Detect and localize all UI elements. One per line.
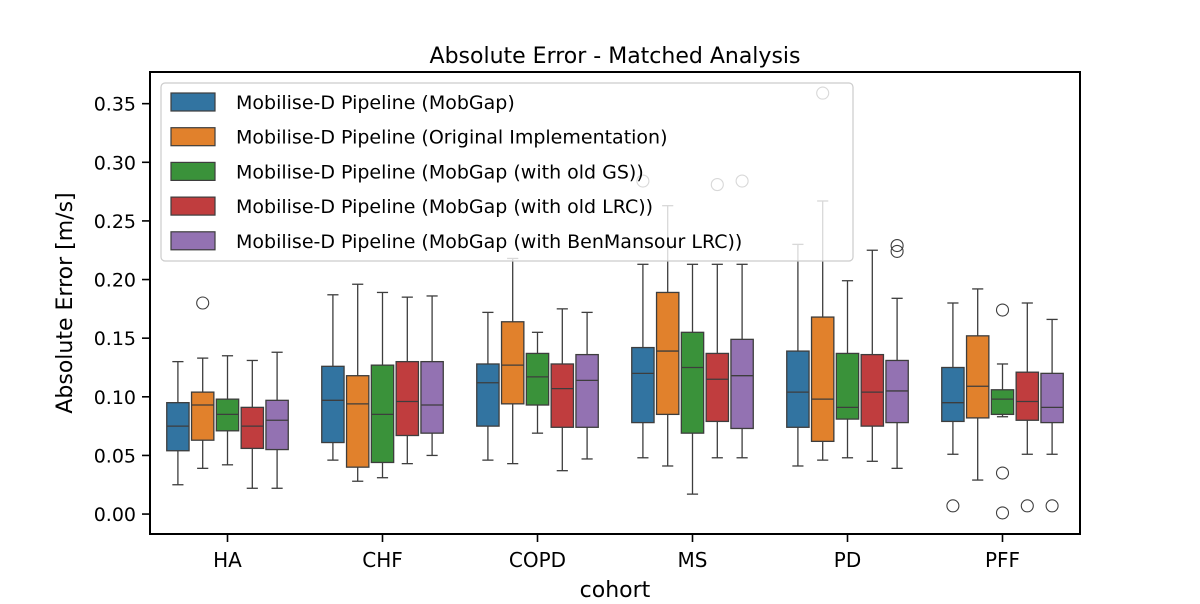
box-iqr [680, 331, 705, 434]
box-PFF-3 [1015, 302, 1040, 513]
box-iqr [835, 352, 860, 420]
box-COPD-2 [525, 331, 550, 434]
box-iqr [265, 399, 289, 451]
box-HA-1 [190, 296, 215, 469]
y-tick-label: 0.30 [94, 152, 136, 174]
x-tick-label: COPD [509, 548, 566, 572]
y-axis-label: Absolute Error [m/s] [53, 192, 78, 413]
outlier-point [995, 506, 1010, 520]
box-COPD-3 [550, 308, 575, 472]
box-PD-3 [860, 249, 885, 462]
y-tick-label: 0.00 [94, 504, 136, 526]
box-CHF-3 [395, 296, 420, 465]
y-tick-label: 0.20 [94, 270, 136, 292]
box-MS-2 [680, 263, 705, 495]
y-axis: 0.00 0.05 0.10 0.15 0.20 0.25 0.30 0.35 [94, 94, 150, 526]
box-CHF-0 [321, 294, 345, 461]
legend-label: Mobilise-D Pipeline (MobGap (with old LR… [236, 196, 653, 218]
box-iqr [500, 321, 525, 405]
box-iqr [240, 406, 265, 450]
legend-label: Mobilise-D Pipeline (MobGap) [236, 92, 515, 114]
box-PFF-4 [1040, 318, 1064, 513]
x-tick-label: HA [213, 548, 242, 572]
x-axis-label: cohort [580, 578, 651, 600]
legend-frame [160, 82, 854, 262]
legend-label: Mobilise-D Pipeline (MobGap (with BenMan… [236, 231, 742, 253]
box-iqr [1040, 372, 1064, 424]
legend-swatch [170, 92, 216, 112]
y-tick-label: 0.05 [94, 445, 136, 467]
box-MS-1 [655, 205, 680, 467]
box-iqr [525, 352, 550, 406]
box-iqr [190, 391, 215, 441]
box-iqr [730, 338, 754, 430]
box-iqr [395, 360, 420, 437]
box-MS-4 [730, 174, 754, 459]
chart-title: Absolute Error - Matched Analysis [430, 44, 801, 69]
box-iqr [420, 360, 444, 434]
legend-swatch [170, 231, 216, 251]
box-iqr [1015, 371, 1040, 421]
box-iqr [321, 365, 345, 444]
box-MS-0 [631, 174, 655, 459]
outlier-point [995, 303, 1010, 317]
y-tick-label: 0.25 [94, 211, 136, 233]
box-PFF-2 [990, 303, 1015, 520]
x-tick-label: PFF [985, 548, 1020, 572]
box-COPD-0 [476, 311, 500, 461]
box-iqr [575, 353, 599, 428]
outlier-point [1020, 499, 1034, 513]
axes-frame [149, 71, 1081, 535]
box-iqr [476, 363, 500, 427]
box-iqr [860, 353, 885, 427]
box-iqr [990, 389, 1015, 416]
x-axis: HA CHF COPD MS PD PFF [213, 534, 1020, 572]
legend-swatch [170, 161, 216, 181]
legend: Mobilise-D Pipeline (MobGap) Mobilise-D P… [160, 82, 854, 262]
box-PD-2 [835, 280, 860, 459]
box-PD-1 [810, 86, 835, 461]
box-iqr [965, 335, 990, 419]
y-tick-label: 0.35 [94, 94, 136, 116]
box-CHF-4 [420, 295, 444, 457]
box-iqr [655, 291, 680, 416]
outlier-point [946, 499, 960, 513]
box-COPD-1 [500, 257, 525, 465]
box-iqr [550, 363, 575, 428]
outlier-point [196, 296, 210, 310]
outlier-point [995, 466, 1010, 480]
box-CHF-2 [370, 291, 395, 479]
box-iqr [631, 346, 655, 424]
box-PD-4 [885, 238, 909, 469]
plot-layer [166, 86, 1064, 520]
y-tick-label: 0.10 [94, 387, 136, 409]
outlier-point [890, 238, 904, 253]
box-iqr [705, 352, 730, 423]
box-PFF-0 [941, 302, 965, 513]
outlier-point [1045, 499, 1059, 513]
box-HA-3 [240, 359, 265, 489]
box-iqr [810, 316, 835, 443]
box-PD-0 [786, 243, 810, 467]
box-HA-4 [265, 351, 289, 489]
box-iqr [941, 366, 965, 423]
box-PFF-1 [965, 288, 990, 481]
x-tick-label: CHF [362, 548, 403, 572]
x-tick-label: MS [678, 548, 708, 572]
legend-label: Mobilise-D Pipeline (Original Implementa… [236, 127, 668, 149]
x-tick-label: PD [834, 548, 861, 572]
box-iqr [786, 350, 810, 428]
y-tick-label: 0.15 [94, 328, 136, 350]
legend-swatch [170, 127, 216, 147]
box-HA-0 [166, 360, 190, 486]
legend-label: Mobilise-D Pipeline (MobGap (with old GS… [236, 161, 644, 183]
outlier-point [890, 244, 904, 258]
legend-swatch [170, 196, 216, 216]
box-CHF-1 [345, 283, 370, 482]
box-COPD-4 [575, 311, 599, 460]
box-iqr [345, 375, 370, 468]
box-HA-2 [215, 355, 240, 466]
